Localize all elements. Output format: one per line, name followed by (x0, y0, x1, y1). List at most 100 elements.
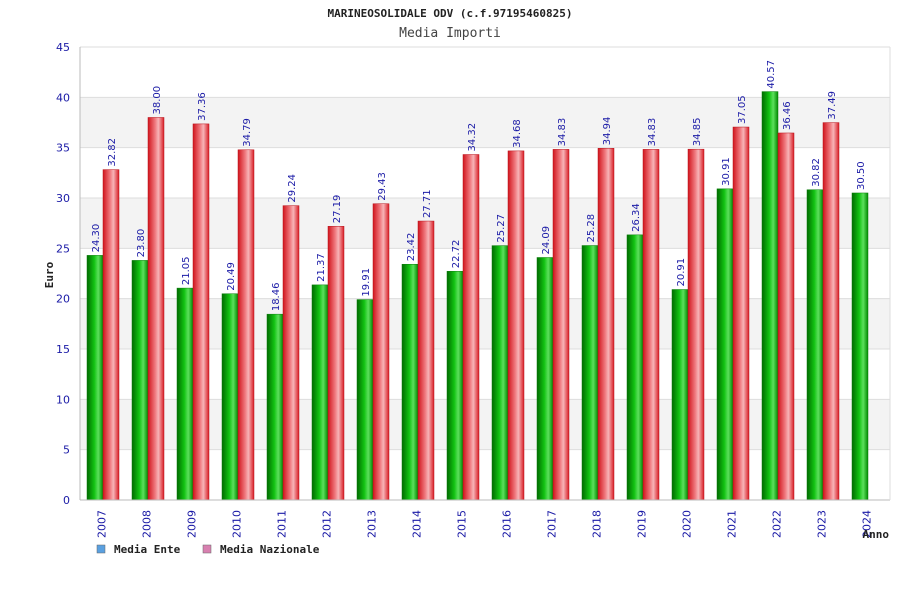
value-label-media-ente-2016: 25.27 (496, 214, 507, 243)
value-label-media-ente-2021: 30.91 (721, 157, 732, 186)
bar-media-ente-2008 (131, 260, 149, 501)
x-tick-label: 2023 (816, 510, 829, 538)
value-label-media-ente-2008: 23.80 (136, 229, 147, 258)
value-label-media-ente-2014: 23.42 (406, 233, 417, 262)
y-tick-label: 15 (56, 343, 70, 356)
y-tick-labels: 0 5 10 15 20 25 30 35 40 45 (56, 41, 70, 507)
legend-label-media-ente: Media Ente (114, 543, 181, 556)
x-tick-label: 2011 (276, 510, 289, 538)
bar-media-ente-2024 (851, 192, 869, 501)
value-label-media-ente-2024: 30.50 (856, 161, 867, 190)
legend-swatch-media-nazionale (202, 544, 212, 554)
bar-media-ente-2020 (671, 289, 689, 501)
bar-media-ente-2017 (536, 257, 554, 501)
plot-band (80, 399, 890, 450)
y-tick-label: 30 (56, 192, 70, 205)
value-label-media-nazionale-2015: 34.32 (467, 123, 478, 152)
x-tick-label: 2010 (231, 510, 244, 538)
y-tick-label: 25 (56, 242, 70, 255)
value-label-media-nazionale-2010: 34.79 (242, 118, 253, 147)
bar-media-ente-2016 (491, 245, 509, 501)
value-label-media-nazionale-2012: 27.19 (332, 195, 343, 224)
y-tick-label: 10 (56, 393, 70, 406)
bar-media-ente-2015 (446, 271, 464, 501)
value-label-media-nazionale-2020: 34.85 (692, 118, 703, 147)
value-label-media-nazionale-2019: 34.83 (647, 118, 658, 147)
value-label-media-nazionale-2008: 38.00 (152, 86, 163, 115)
legend-label-media-nazionale: Media Nazionale (220, 543, 320, 556)
value-label-media-nazionale-2016: 34.68 (512, 119, 523, 148)
plot-band (80, 147, 890, 198)
plot-band (80, 97, 890, 148)
x-tick-label: 2024 (861, 510, 874, 538)
plot-band (80, 449, 890, 500)
value-label-media-nazionale-2022: 36.46 (782, 101, 793, 130)
value-labels-group: 24.30 23.80 21.05 20.49 18.46 21.37 19.91 23.42… (91, 60, 867, 311)
bar-media-nazionale-2022 (777, 132, 795, 501)
y-tick-label: 20 (56, 293, 70, 306)
x-tick-label: 2013 (366, 510, 379, 538)
x-tick-label: 2012 (321, 510, 334, 538)
bar-media-nazionale-2010 (237, 149, 255, 501)
y-tick-label: 45 (56, 41, 70, 54)
plot-band (80, 298, 890, 349)
value-label-media-ente-2010: 20.49 (226, 262, 237, 291)
bar-media-ente-2019 (626, 234, 644, 501)
plot-band (80, 198, 890, 249)
value-label-media-nazionale-2007: 32.82 (107, 138, 118, 167)
chart-subtitle: Media Importi (399, 26, 501, 41)
value-label-media-ente-2020: 20.91 (676, 258, 687, 287)
bar-media-ente-2022 (761, 91, 779, 501)
value-label-media-nazionale-2014: 27.71 (422, 189, 433, 218)
bar-media-nazionale-2013 (372, 203, 390, 501)
value-label-media-ente-2017: 24.09 (541, 226, 552, 255)
x-tick-label: 2014 (411, 510, 424, 538)
plot-band (80, 349, 890, 400)
value-label-media-nazionale-2017: 34.83 (557, 118, 568, 147)
bar-media-nazionale-2011 (282, 205, 300, 501)
bar-media-nazionale-2019 (642, 149, 660, 501)
bar-media-nazionale-2018 (597, 148, 615, 501)
x-tick-label: 2015 (456, 510, 469, 538)
bar-media-ente-2018 (581, 245, 599, 501)
bar-media-nazionale-2014 (417, 220, 435, 501)
gridlines (80, 46, 890, 501)
x-tick-label: 2019 (636, 510, 649, 538)
bar-media-nazionale-2023 (822, 122, 840, 501)
value-label-media-ente-2012: 21.37 (316, 253, 327, 282)
x-tick-label: 2017 (546, 510, 559, 538)
value-label-media-nazionale-2021: 37.05 (737, 95, 748, 124)
value-label-media-ente-2015: 22.72 (451, 240, 462, 269)
value-label-media-nazionale-2023: 37.49 (827, 91, 838, 120)
x-tick-label: 2021 (726, 510, 739, 538)
bar-media-ente-2009 (176, 287, 194, 501)
plot-band (80, 47, 890, 98)
bar-media-ente-2011 (266, 313, 284, 501)
value-label-media-ente-2022: 40.57 (766, 60, 777, 89)
y-tick-label: 35 (56, 142, 70, 155)
bar-media-nazionale-2015 (462, 154, 480, 501)
legend: Media Ente Media Nazionale (96, 543, 320, 556)
bar-media-nazionale-2008 (147, 117, 165, 501)
y-axis-label: Euro (43, 261, 56, 288)
plot-band (80, 248, 890, 299)
x-tick-label: 2008 (141, 510, 154, 538)
bar-media-nazionale-2012 (327, 226, 345, 501)
bar-media-ente-2023 (806, 189, 824, 501)
bar-media-ente-2012 (311, 284, 329, 501)
plot-background-bands (80, 47, 890, 500)
bars-group (86, 91, 869, 501)
value-label-media-ente-2013: 19.91 (361, 268, 372, 297)
bar-media-nazionale-2007 (102, 169, 120, 501)
value-label-media-nazionale-2009: 37.36 (197, 92, 208, 121)
bar-media-nazionale-2017 (552, 149, 570, 501)
value-label-media-ente-2009: 21.05 (181, 256, 192, 285)
y-tick-label: 0 (63, 494, 70, 507)
x-tick-label: 2018 (591, 510, 604, 538)
bar-media-ente-2021 (716, 188, 734, 501)
value-label-media-ente-2019: 26.34 (631, 203, 642, 232)
value-label-media-ente-2023: 30.82 (811, 158, 822, 187)
x-tick-label: 2022 (771, 510, 784, 538)
bar-media-ente-2010 (221, 293, 239, 501)
